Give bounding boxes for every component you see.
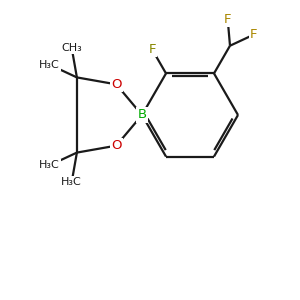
Text: H₃C: H₃C xyxy=(39,160,60,170)
Text: F: F xyxy=(250,28,257,41)
Text: O: O xyxy=(111,78,122,91)
Text: H₃C: H₃C xyxy=(39,60,60,70)
Text: O: O xyxy=(111,139,122,152)
Text: F: F xyxy=(224,13,232,26)
Text: B: B xyxy=(137,109,147,122)
Text: CH₃: CH₃ xyxy=(61,43,82,53)
Text: F: F xyxy=(148,43,156,56)
Text: H₃C: H₃C xyxy=(61,177,82,187)
